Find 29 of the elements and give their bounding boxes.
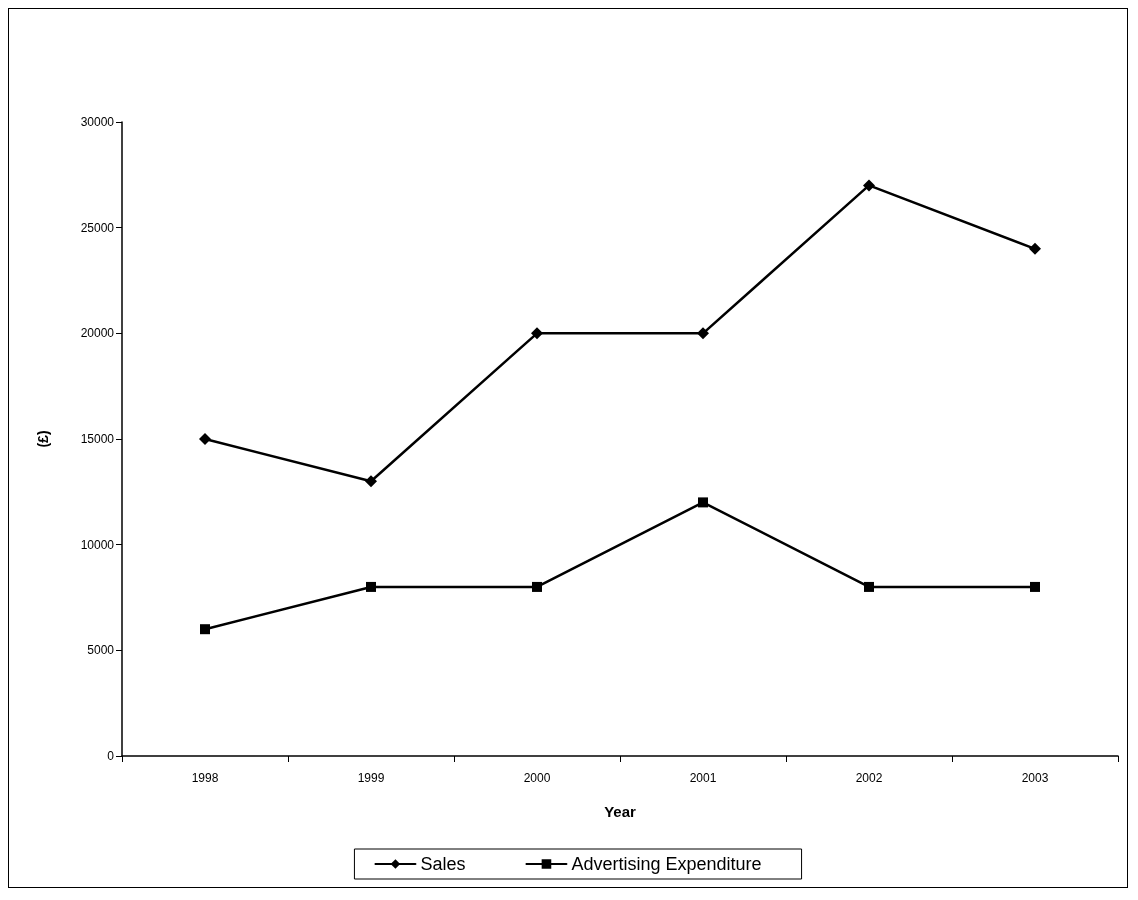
point bbox=[1030, 581, 1040, 592]
x-tick-label: 1999 bbox=[357, 771, 385, 785]
y-tick-label: 15000 bbox=[80, 432, 115, 446]
x-tick-label: 2000 bbox=[523, 771, 551, 785]
y-tick-label: 30000 bbox=[80, 115, 115, 129]
x-tick-label: 2003 bbox=[1021, 771, 1049, 785]
point bbox=[365, 475, 377, 488]
point bbox=[532, 581, 542, 592]
x-tick-label: 2001 bbox=[689, 771, 717, 785]
x-tick-label: 2002 bbox=[855, 771, 883, 785]
point bbox=[531, 327, 543, 340]
x-axis-title: Year bbox=[604, 803, 637, 820]
point bbox=[366, 581, 376, 592]
x-tick-label: 1998 bbox=[191, 771, 219, 785]
y-tick-label: 25000 bbox=[80, 220, 115, 235]
y-tick-label: 0 bbox=[107, 749, 115, 763]
legend-label: Advertising Expenditure bbox=[571, 854, 762, 874]
y-axis-title: (£) bbox=[35, 430, 51, 448]
y-tick-label: 5000 bbox=[87, 643, 115, 658]
point bbox=[200, 624, 210, 635]
point bbox=[199, 433, 211, 445]
point bbox=[698, 497, 708, 508]
y-tick-label: 10000 bbox=[80, 537, 115, 552]
y-tick-label: 20000 bbox=[80, 326, 115, 341]
point bbox=[863, 179, 875, 192]
point bbox=[1029, 242, 1041, 255]
point bbox=[697, 327, 709, 340]
point bbox=[864, 581, 874, 592]
legend-label: Sales bbox=[420, 854, 466, 874]
